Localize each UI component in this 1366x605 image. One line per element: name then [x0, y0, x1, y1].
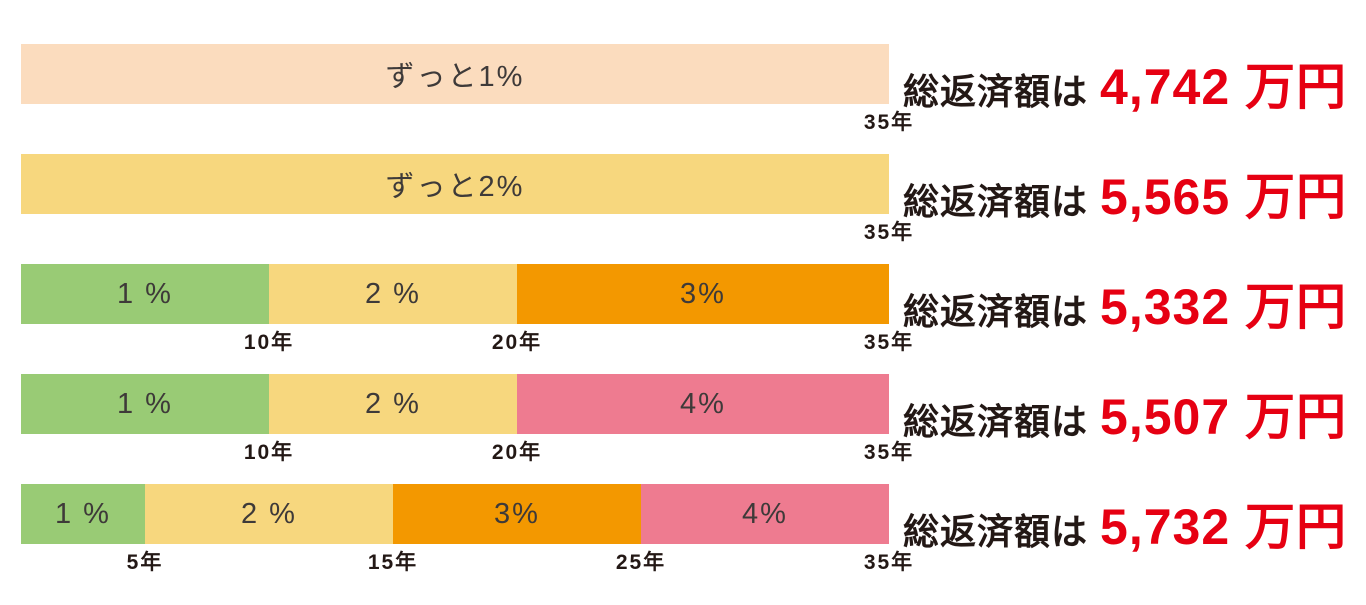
year-axis: 10年 20年 35年: [21, 324, 912, 354]
segment-label: 4%: [680, 387, 726, 420]
year-tick-25: 25年: [615, 551, 667, 574]
year-tick-35: 35年: [863, 441, 915, 464]
total-label: 総返済額は: [903, 511, 1089, 552]
total-amount: 5,332 万円: [1100, 279, 1348, 335]
year-tick-5: 5年: [126, 551, 164, 574]
bar-segment-2pct: 2 %: [269, 264, 517, 324]
scenario-row-1-2-3: 1 % 2 % 3% 10年 20年 35年 総返済額は 5,332: [21, 264, 1366, 354]
year-axis: 5年 15年 25年 35年: [21, 544, 913, 574]
scenario-row-1-2-4: 1 % 2 % 4% 10年 20年 35年 総返済額は 5,507: [21, 374, 1366, 464]
bar-area: ずっと2% 35年: [21, 154, 912, 244]
year-tick-35: 35年: [863, 331, 915, 354]
year-tick-20: 20年: [491, 441, 543, 464]
total-repayment: 総返済額は 5,732 万円: [903, 487, 1347, 559]
stacked-bar: 1 % 2 % 4%: [21, 374, 889, 434]
segment-label: 2 %: [241, 497, 297, 530]
bar-segment-4pct: 4%: [641, 484, 889, 544]
year-axis: 35年: [21, 104, 912, 134]
bar-segment-1pct: 1 %: [21, 374, 269, 434]
bar-segment-4pct: 4%: [517, 374, 889, 434]
bar-area: 1 % 2 % 4% 10年 20年 35年: [21, 374, 912, 464]
segment-label: ずっと1%: [385, 61, 525, 93]
bar-segment-3pct: 3%: [517, 264, 889, 324]
segment-label: 3%: [680, 277, 726, 310]
stacked-bar: ずっと2%: [21, 154, 889, 214]
bar-segment-3pct: 3%: [393, 484, 641, 544]
scenario-row-flat-1pct: ずっと1% 35年 総返済額は 4,742 万円: [21, 44, 1366, 134]
year-tick-20: 20年: [491, 331, 543, 354]
total-amount: 5,732 万円: [1100, 499, 1348, 555]
year-tick-15: 15年: [367, 551, 419, 574]
scenario-row-flat-2pct: ずっと2% 35年 総返済額は 5,565 万円: [21, 154, 1366, 244]
total-amount: 4,742 万円: [1100, 59, 1348, 115]
total-label: 総返済額は: [903, 401, 1089, 442]
scenario-row-1-2-3-4: 1 % 2 % 3% 4% 5年 15年 25年 35年: [21, 484, 1366, 574]
bar-segment-flat-2pct: ずっと2%: [21, 154, 889, 214]
year-axis: 10年 20年 35年: [21, 434, 912, 464]
year-tick-10: 10年: [243, 441, 295, 464]
bar-area: 1 % 2 % 3% 4% 5年 15年 25年 35年: [21, 484, 913, 574]
segment-label: ずっと2%: [385, 171, 525, 203]
total-repayment: 総返済額は 5,507 万円: [903, 377, 1347, 449]
bar-segment-flat-1pct: ずっと1%: [21, 44, 889, 104]
stacked-bar: 1 % 2 % 3% 4%: [21, 484, 889, 544]
total-repayment: 総返済額は 5,332 万円: [903, 267, 1347, 339]
segment-label: 2 %: [365, 277, 421, 310]
bar-segment-1pct: 1 %: [21, 264, 269, 324]
year-axis: 35年: [21, 214, 912, 244]
bar-segment-1pct: 1 %: [21, 484, 145, 544]
bar-segment-2pct: 2 %: [145, 484, 393, 544]
bar-segment-2pct: 2 %: [269, 374, 517, 434]
segment-label: 2 %: [365, 387, 421, 420]
segment-label: 3%: [494, 497, 540, 530]
segment-label: 1 %: [117, 277, 173, 310]
total-amount: 5,507 万円: [1100, 389, 1348, 445]
total-label: 総返済額は: [903, 71, 1089, 112]
segment-label: 1 %: [55, 497, 111, 530]
segment-label: 4%: [742, 497, 788, 530]
bar-area: 1 % 2 % 3% 10年 20年 35年: [21, 264, 912, 354]
total-repayment: 総返済額は 4,742 万円: [903, 47, 1347, 119]
year-tick-35: 35年: [863, 111, 915, 134]
stacked-bar: 1 % 2 % 3%: [21, 264, 889, 324]
stacked-bar: ずっと1%: [21, 44, 889, 104]
total-repayment: 総返済額は 5,565 万円: [903, 157, 1347, 229]
total-amount: 5,565 万円: [1100, 169, 1348, 225]
chart-area: ずっと1% 35年 総返済額は 4,742 万円 ずっと2%: [21, 44, 1366, 574]
year-tick-35: 35年: [863, 221, 915, 244]
total-label: 総返済額は: [903, 181, 1089, 222]
year-tick-35: 35年: [863, 551, 915, 574]
bar-area: ずっと1% 35年: [21, 44, 912, 134]
segment-label: 1 %: [117, 387, 173, 420]
total-label: 総返済額は: [903, 291, 1089, 332]
year-tick-10: 10年: [243, 331, 295, 354]
